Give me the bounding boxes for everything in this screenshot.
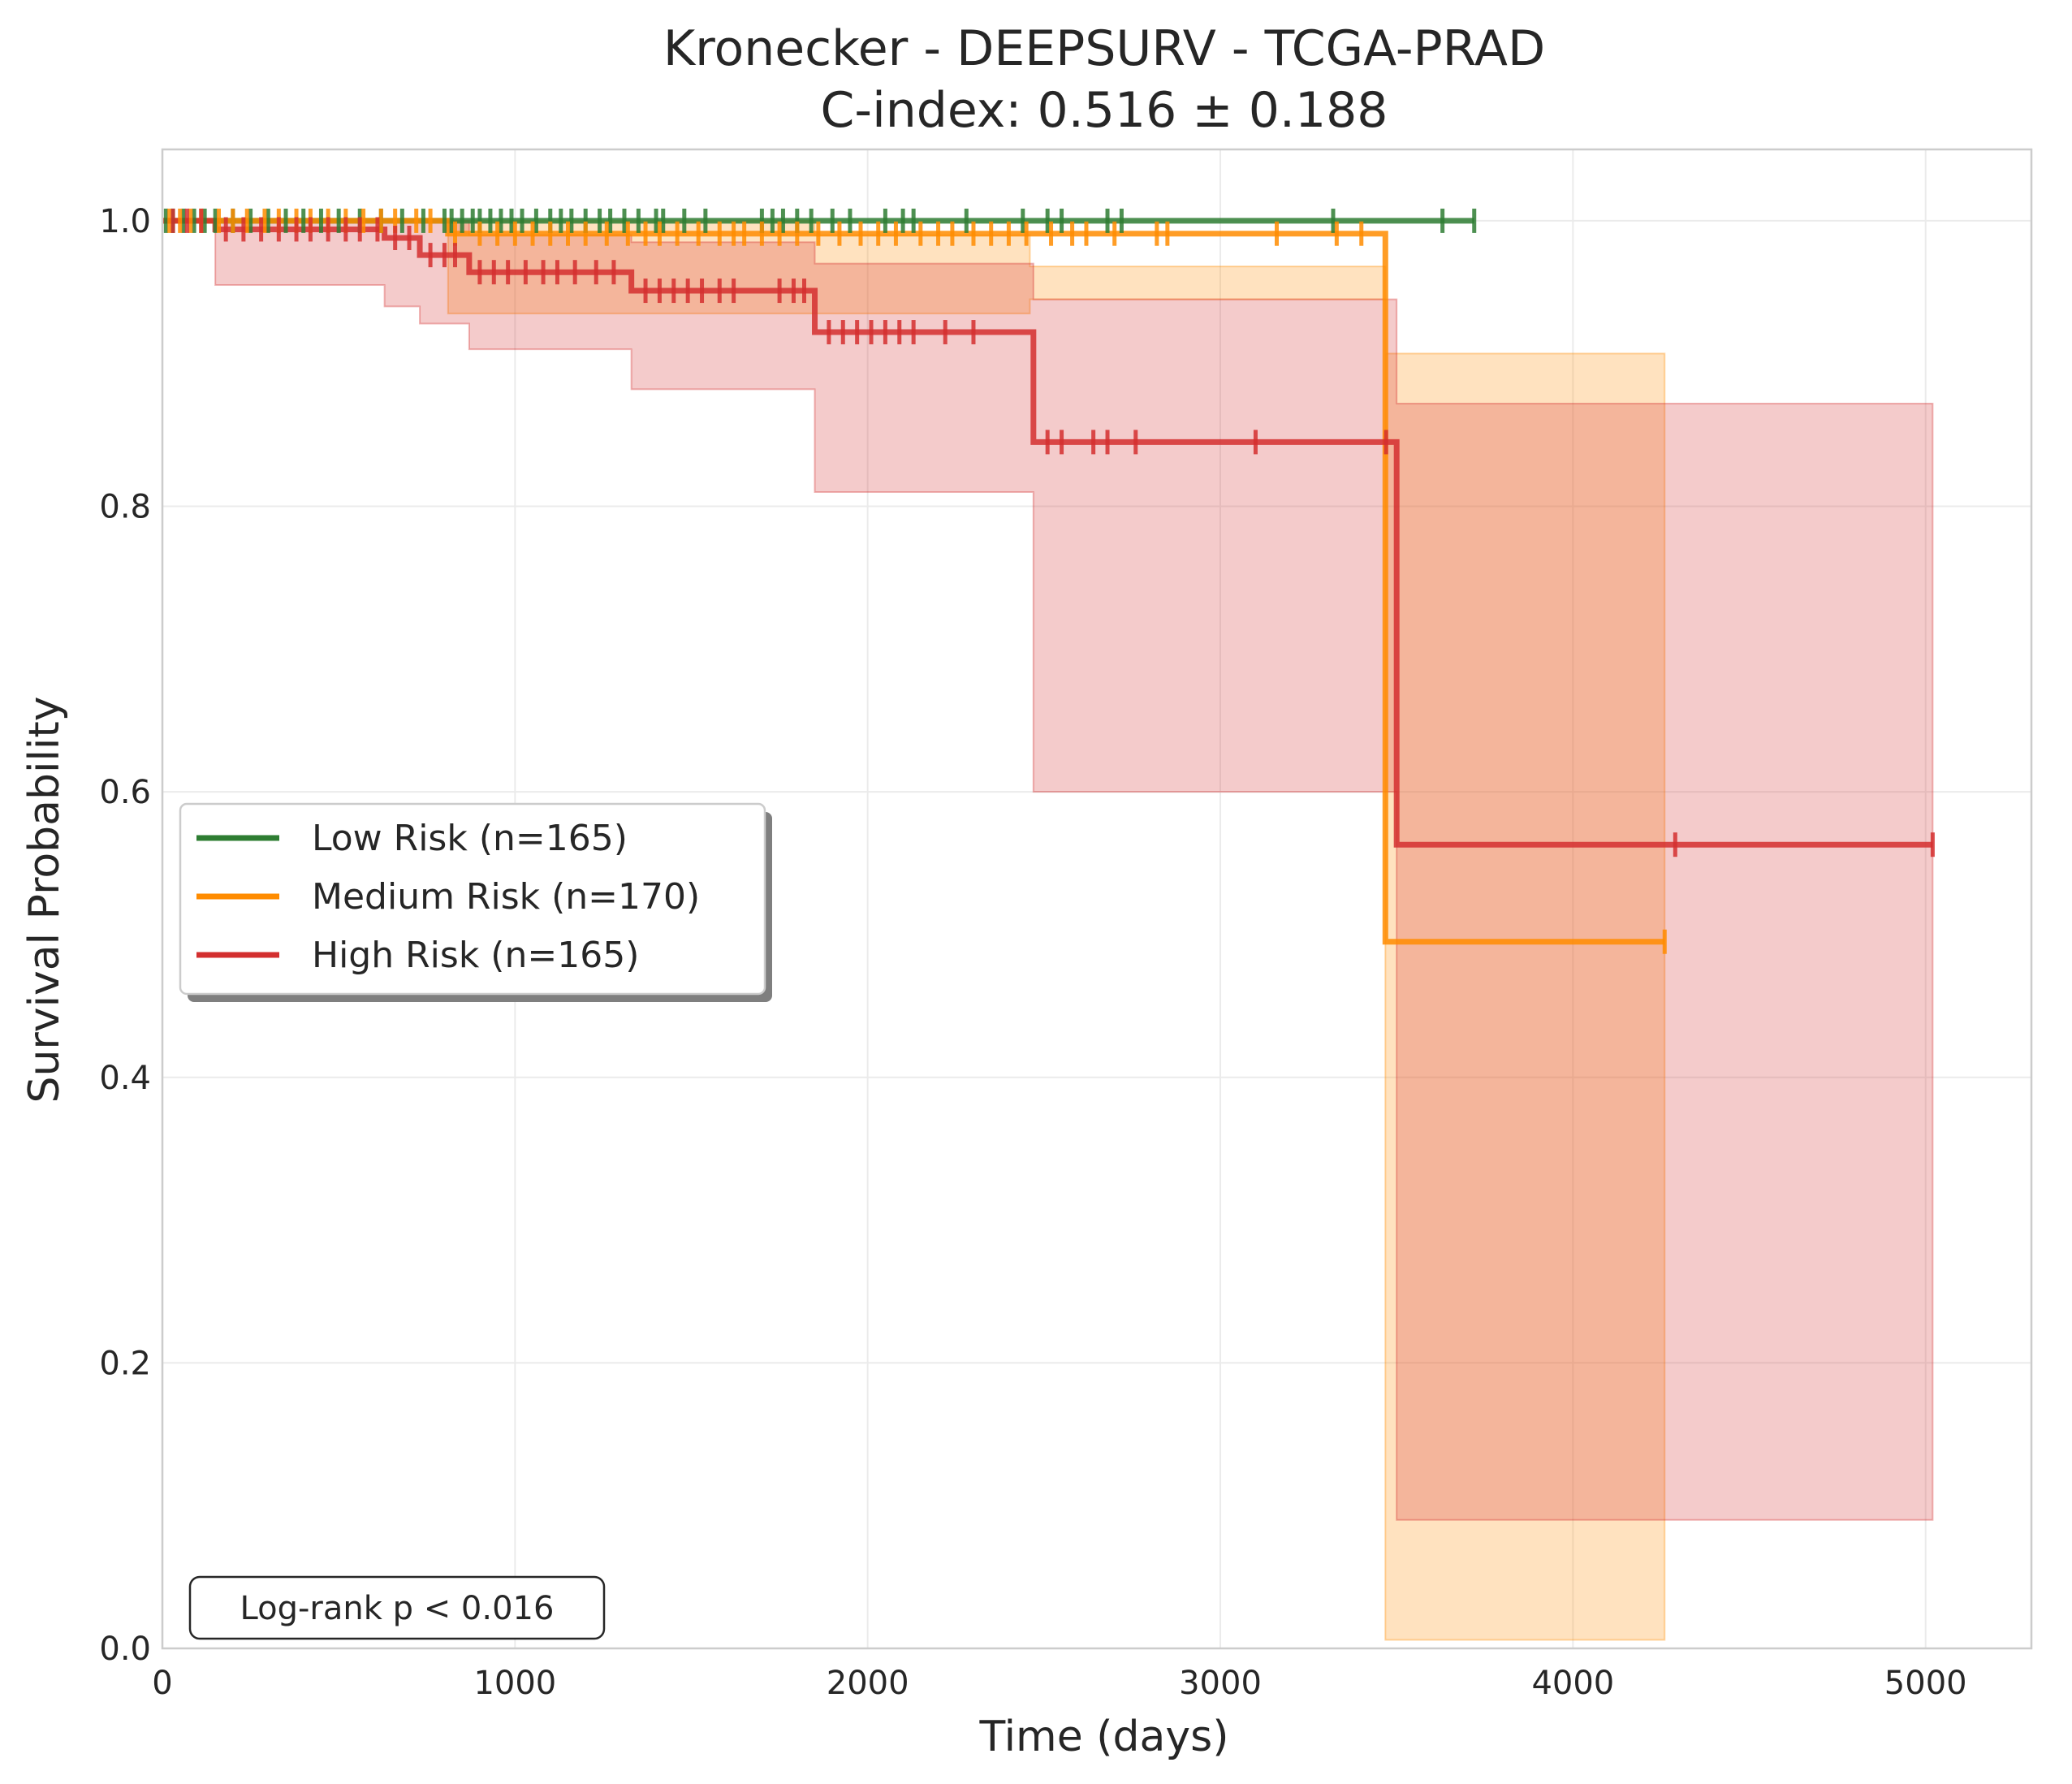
legend-box xyxy=(179,802,766,996)
chart-subtitle: C-index: 0.516 ± 0.188 xyxy=(821,82,1388,139)
annotation-box xyxy=(188,1575,606,1640)
y-axis-label: Survival Probability xyxy=(20,696,69,1103)
x-tick-label: 3000 xyxy=(1179,1665,1262,1702)
legend: Low Risk (n=165) Medium Risk (n=170) Hig… xyxy=(179,802,772,1002)
x-tick-label: 4000 xyxy=(1531,1665,1614,1702)
y-tick-label: 0.2 xyxy=(99,1345,151,1382)
legend-label-high-risk: High Risk (n=165) xyxy=(312,935,639,976)
y-tick-label: 0.8 xyxy=(99,489,151,526)
x-tick-label: 0 xyxy=(152,1665,172,1702)
x-tick-label: 2000 xyxy=(827,1665,909,1702)
legend-label-low-risk: Low Risk (n=165) xyxy=(312,818,628,859)
chart-title: Kronecker - DEEPSURV - TCGA-PRAD xyxy=(663,20,1545,77)
y-tick-label: 0.0 xyxy=(99,1631,151,1668)
censor-marks xyxy=(163,208,1935,954)
x-tick-label: 1000 xyxy=(473,1665,556,1702)
annotation-text: Log-rank p < 0.016 xyxy=(240,1590,555,1627)
plot-frame xyxy=(161,148,2033,1650)
legend-label-medium-risk: Medium Risk (n=170) xyxy=(312,876,700,918)
x-axis-label: Time (days) xyxy=(978,1713,1228,1761)
x-tick-label: 5000 xyxy=(1884,1665,1967,1702)
y-tick-label: 0.4 xyxy=(99,1060,151,1097)
y-tick-label: 0.6 xyxy=(99,774,151,811)
logrank-annotation: Log-rank p < 0.016 xyxy=(188,1575,606,1640)
y-tick-label: 1.0 xyxy=(99,203,151,240)
y-tick-labels: 0.0 0.2 0.4 0.6 0.8 1.0 xyxy=(99,203,151,1668)
x-tick-labels: 0 1000 2000 3000 4000 5000 xyxy=(152,1665,1966,1702)
